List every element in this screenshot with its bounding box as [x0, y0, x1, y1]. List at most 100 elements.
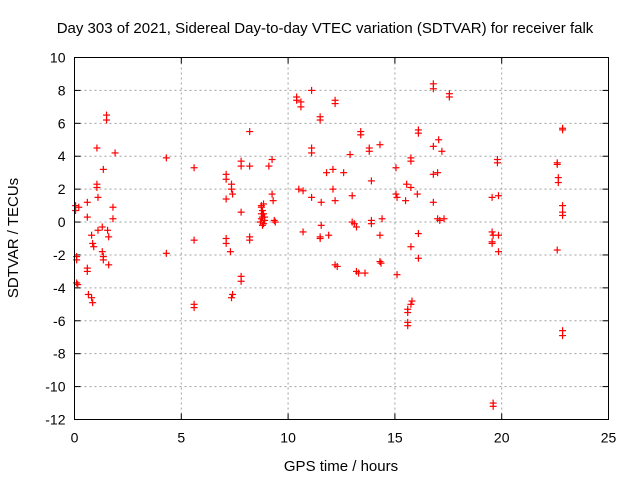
data-point — [559, 332, 567, 340]
data-point — [553, 160, 561, 168]
data-point — [227, 185, 235, 193]
data-point — [429, 198, 437, 206]
data-point — [445, 93, 453, 101]
data-point — [98, 248, 106, 256]
data-point — [404, 309, 412, 317]
data-point — [222, 239, 230, 247]
data-point — [90, 243, 98, 251]
data-point — [365, 147, 373, 155]
x-tick-label: 25 — [601, 430, 617, 446]
data-point — [260, 210, 268, 218]
data-point — [361, 269, 369, 277]
tick-labels: 0 5 10 15 20 25 -12 -10 -8 -6 -4 -2 0 2 4 6 8 10 — [45, 50, 616, 446]
data-point — [88, 294, 96, 302]
y-tick-label: -2 — [53, 247, 66, 263]
data-point — [83, 198, 91, 206]
data-point — [392, 190, 400, 198]
data-point — [367, 177, 375, 185]
data-point — [308, 86, 316, 94]
data-point — [329, 185, 337, 193]
data-point — [270, 216, 278, 224]
data-point — [559, 202, 567, 210]
x-tick-label: 0 — [71, 430, 79, 446]
data-point — [393, 193, 401, 201]
data-point — [222, 195, 230, 203]
data-point — [393, 271, 401, 279]
data-point — [103, 116, 111, 124]
data-point — [89, 299, 97, 307]
y-tick-label: -8 — [53, 346, 66, 362]
data-point — [404, 322, 412, 330]
y-tick-label: -12 — [45, 412, 65, 428]
ticks — [74, 57, 609, 420]
y-tick-label: -6 — [53, 313, 66, 329]
data-point — [559, 126, 567, 134]
x-tick-label: 10 — [280, 430, 296, 446]
data-point — [295, 185, 303, 193]
data-point — [109, 215, 117, 223]
y-tick-label: 6 — [58, 115, 66, 131]
data-point — [246, 236, 254, 244]
data-point — [317, 198, 325, 206]
data-point — [258, 221, 266, 229]
data-point — [162, 154, 170, 162]
data-point — [83, 267, 91, 275]
data-point — [429, 142, 437, 150]
data-point — [352, 223, 360, 231]
data-point — [190, 236, 198, 244]
data-point — [299, 228, 307, 236]
data-point — [494, 192, 502, 200]
x-axis-label: GPS time / hours — [284, 458, 398, 475]
data-point — [98, 223, 106, 231]
data-point — [494, 248, 502, 256]
data-point — [553, 246, 561, 254]
data-point — [94, 226, 102, 234]
data-point — [246, 162, 254, 170]
grid — [74, 57, 609, 420]
data-point — [559, 211, 567, 219]
data-point — [325, 231, 333, 239]
data-point — [237, 277, 245, 285]
data-point — [229, 190, 237, 198]
data-point — [258, 207, 266, 215]
y-tick-label: 8 — [58, 82, 66, 98]
data-point — [407, 243, 415, 251]
data-point — [413, 190, 421, 198]
data-point — [392, 164, 400, 172]
data-point — [299, 187, 307, 195]
data-point — [414, 254, 422, 262]
data-point — [111, 149, 119, 157]
y-tick-label: 10 — [50, 50, 66, 66]
data-point — [376, 258, 384, 266]
data-point — [93, 183, 101, 191]
data-point — [489, 402, 497, 410]
data-point — [268, 156, 276, 164]
data-point — [323, 169, 331, 177]
data-point — [246, 128, 254, 136]
data-point — [346, 151, 354, 159]
data-point — [99, 256, 107, 264]
x-tick-label: 5 — [177, 430, 185, 446]
data-point — [109, 203, 117, 211]
data-point — [261, 216, 269, 224]
data-point — [94, 193, 102, 201]
data-point — [333, 262, 341, 270]
data-point — [376, 231, 384, 239]
data-point — [293, 96, 301, 104]
data-point — [429, 170, 437, 178]
data-point — [93, 144, 101, 152]
data-point — [407, 183, 415, 191]
data-point — [316, 116, 324, 124]
data-point — [402, 197, 410, 205]
y-tick-label: 0 — [58, 214, 66, 230]
x-tick-label: 15 — [387, 430, 403, 446]
data-point — [227, 294, 235, 302]
data-point — [377, 259, 385, 267]
x-tick-label: 20 — [494, 430, 510, 446]
data-point — [317, 221, 325, 229]
data-point — [84, 290, 92, 298]
data-point — [348, 192, 356, 200]
data-point — [237, 162, 245, 170]
data-point — [429, 85, 437, 93]
